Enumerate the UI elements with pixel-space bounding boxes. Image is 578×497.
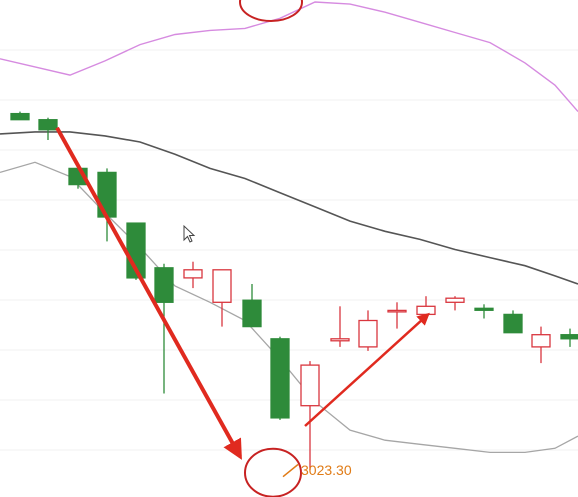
annotations <box>55 0 430 497</box>
up-arrow <box>304 312 430 427</box>
candle <box>474 304 494 319</box>
candle <box>531 326 551 364</box>
peak-circle <box>239 0 303 22</box>
upper-band-line <box>0 1 578 113</box>
candle-body-up <box>531 334 551 348</box>
candles <box>10 111 578 470</box>
candle-body-down <box>242 299 262 328</box>
candle <box>270 336 290 420</box>
low-circle <box>244 447 302 497</box>
candle-body-down <box>503 313 523 334</box>
candle-body-down <box>154 267 174 303</box>
candle-body-down <box>38 119 58 131</box>
candle-body-up <box>300 364 320 407</box>
candle <box>300 361 320 470</box>
candle <box>183 261 203 289</box>
candle-body-up <box>445 297 465 303</box>
candle <box>10 111 30 121</box>
candle <box>503 310 523 334</box>
candle-body-down <box>10 112 30 121</box>
candle-body-up <box>416 305 436 316</box>
candle-body-down <box>270 338 290 419</box>
candle-body-down <box>560 334 578 340</box>
candle <box>242 284 262 328</box>
middle-band-line <box>0 131 578 285</box>
down-arrow <box>55 126 242 460</box>
candle <box>358 310 378 351</box>
candle-body-up <box>358 319 378 348</box>
candle <box>212 269 232 327</box>
candle <box>38 117 58 140</box>
candle-body-up <box>387 309 407 313</box>
low-price-label: 3023.30 <box>301 462 352 478</box>
mouse-cursor-icon <box>183 224 196 243</box>
candle-body-up <box>330 338 350 342</box>
candle <box>154 263 174 394</box>
candle-body-up <box>183 269 203 279</box>
candle <box>560 328 578 347</box>
candle <box>330 306 350 347</box>
candle <box>445 296 465 311</box>
candle <box>387 302 407 329</box>
candle-body-up <box>212 269 232 303</box>
candle-body-down <box>474 307 494 311</box>
low-label-pointer <box>282 463 299 478</box>
